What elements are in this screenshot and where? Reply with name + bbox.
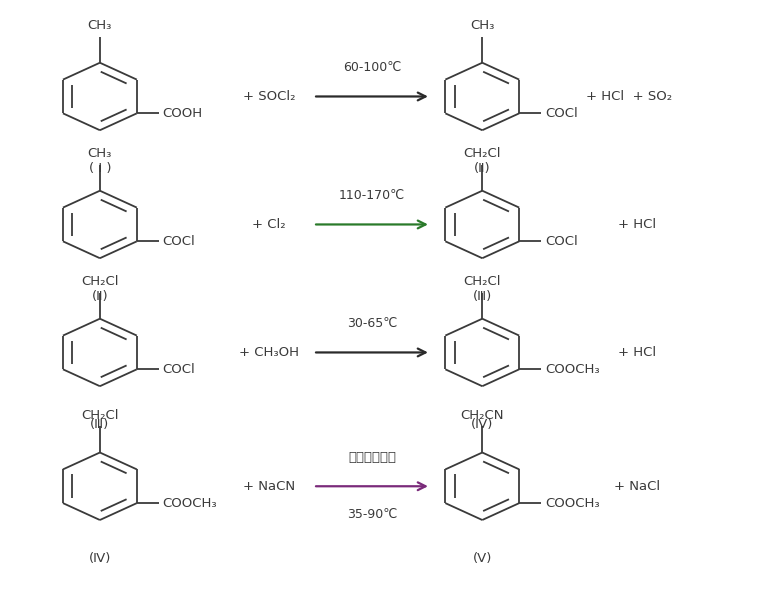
- Text: (Ⅳ): (Ⅳ): [471, 418, 493, 431]
- Text: CH₂Cl: CH₂Cl: [463, 275, 501, 288]
- Text: 30-65℃: 30-65℃: [347, 318, 397, 330]
- Text: CH₂CN: CH₂CN: [460, 408, 504, 422]
- Text: COOH: COOH: [162, 107, 203, 120]
- Text: COCl: COCl: [545, 107, 578, 120]
- Text: CH₂Cl: CH₂Cl: [463, 147, 501, 160]
- Text: COOCH₃: COOCH₃: [545, 363, 600, 376]
- Text: ( I ): ( I ): [89, 162, 111, 175]
- Text: CH₃: CH₃: [87, 147, 112, 160]
- Text: (Ⅴ): (Ⅴ): [473, 552, 492, 565]
- Text: (Ⅳ): (Ⅳ): [89, 552, 111, 565]
- Text: 110-170℃: 110-170℃: [339, 189, 405, 202]
- Text: 60-100℃: 60-100℃: [343, 61, 401, 75]
- Text: CH₃: CH₃: [470, 19, 495, 32]
- Text: (Ⅱ): (Ⅱ): [474, 162, 490, 175]
- Text: COCl: COCl: [162, 363, 195, 376]
- Text: (Ⅱ): (Ⅱ): [92, 290, 108, 303]
- Text: CH₃: CH₃: [87, 19, 112, 32]
- Text: CH₂Cl: CH₂Cl: [81, 275, 119, 288]
- Text: + SOCl₂: + SOCl₂: [243, 90, 295, 103]
- Text: + HCl: + HCl: [617, 346, 656, 359]
- Text: 35-90℃: 35-90℃: [347, 508, 397, 521]
- Text: (Ⅲ): (Ⅲ): [90, 418, 110, 431]
- Text: COOCH₃: COOCH₃: [162, 497, 218, 510]
- Text: COOCH₃: COOCH₃: [545, 497, 600, 510]
- Text: + NaCN: + NaCN: [243, 480, 295, 493]
- Text: COCl: COCl: [545, 235, 578, 248]
- Text: + HCl  + SO₂: + HCl + SO₂: [586, 90, 673, 103]
- Text: 季鐵盐催化剂: 季鐵盐催化剂: [348, 451, 396, 464]
- Text: COCl: COCl: [162, 235, 195, 248]
- Text: + CH₃OH: + CH₃OH: [239, 346, 299, 359]
- Text: (Ⅲ): (Ⅲ): [473, 290, 492, 303]
- Text: CH₂Cl: CH₂Cl: [81, 408, 119, 422]
- Text: + HCl: + HCl: [617, 218, 656, 231]
- Text: + Cl₂: + Cl₂: [252, 218, 286, 231]
- Text: + NaCl: + NaCl: [614, 480, 660, 493]
